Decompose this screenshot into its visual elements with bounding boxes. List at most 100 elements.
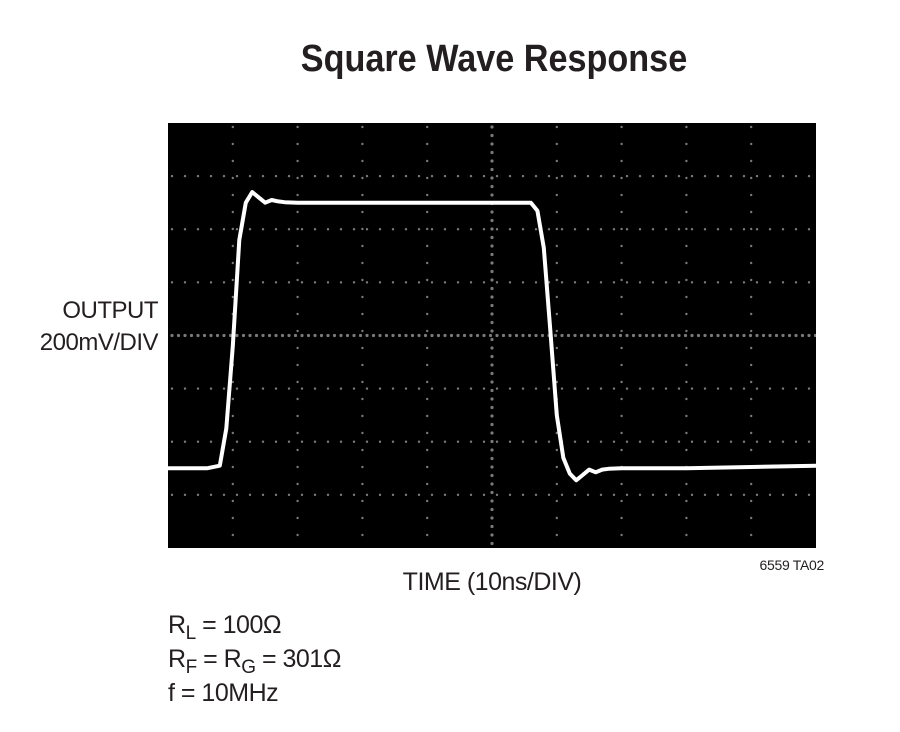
graticule-dot [490,337,494,342]
graticule-dot [248,174,252,178]
graticule-dot [490,193,494,197]
graticule-dot [651,228,655,231]
graticule-dot [209,174,213,178]
graticule-dot [555,465,558,469]
graticule-dot [690,333,694,338]
graticule-dot [235,387,239,390]
graticule-dot [794,228,798,231]
graticule-dot [296,244,299,248]
graticule-dot [560,174,564,178]
graticule-dot [404,493,408,497]
graticule-dot [296,312,299,316]
graticule-dot [196,387,200,390]
graticule-dot [352,228,356,231]
graticule-dot [231,516,234,520]
graticule-dot [235,440,239,443]
graticule-dot [685,176,688,180]
graticule-dot [794,493,798,497]
graticule-dot [555,193,558,197]
graticule-dot [417,333,421,338]
graticule-dot [750,261,753,265]
graticule-dot [625,333,629,338]
graticule-dot [426,261,429,265]
graticule-dot [555,244,558,248]
graticule-dot [508,387,512,390]
graticule-dot [296,261,299,265]
graticule-dot [490,133,494,138]
graticule-dot [209,228,213,231]
graticule-dot [326,387,330,390]
graticule-dot [716,228,720,231]
graticule-dot [313,281,317,284]
graticule-dot [685,431,688,435]
graticule-dot [508,333,512,338]
graticule-dot [183,333,187,338]
graticule-dot [750,499,753,503]
graticule-dot [573,387,577,390]
graticule-dot [625,440,629,443]
graticule-dot [296,533,299,537]
graticule-dot [750,516,753,520]
graticule-dot [469,387,473,390]
graticule-dot [456,387,460,390]
graticule-dot [296,329,299,333]
graticule-dot [293,333,298,338]
graticule-dot [296,465,299,469]
graticule-dot [750,397,753,401]
graticule-dot [750,380,753,384]
graticule-dot [296,380,299,384]
graticule-dot [296,295,299,299]
graticule-dot [490,303,494,308]
graticule-dot [488,333,493,338]
graticule-dot [365,333,369,338]
graticule-dot [599,493,603,497]
graticule-dot [332,333,337,338]
graticule-dot [638,174,642,178]
graticule-dot [664,493,668,497]
graticule-dot [560,493,564,497]
graticule-dot [599,333,603,338]
graticule-dot [490,363,494,367]
graticule-dot [742,333,746,338]
graticule-dot [404,281,408,284]
graticule-dot [490,397,494,401]
graticule-dot [231,125,234,129]
graticule-dot [495,174,499,178]
graticule-dot [807,387,811,390]
graticule-dot [685,210,688,214]
graticule-dot [620,346,623,350]
graticule-dot [287,281,291,284]
graticule-dot [231,176,234,180]
graticule-dot [235,228,239,231]
graticule-dot [391,387,395,390]
graticule-dot [547,440,551,443]
graticule-dot [456,174,460,178]
graticule-dot [426,193,429,197]
graticule-dot [287,174,291,178]
graticule-dot [573,174,577,178]
graticule-dot [176,333,181,338]
graticule-dot [231,295,234,299]
graticule-dot [391,493,395,497]
graticule-dot [426,414,429,418]
graticule-dot [677,228,681,231]
graticule-dot [599,440,603,443]
graticule-dot [781,174,785,178]
graticule-dot [625,228,629,231]
graticule-dot [521,281,525,284]
graticule-dot [456,281,460,284]
graticule-dot [287,493,291,497]
graticule-dot [599,387,603,390]
graticule-dot [296,431,299,435]
graticule-dot [495,228,499,231]
graticule-dot [495,387,499,390]
graticule-dot [426,516,429,520]
graticule-dot [495,333,499,338]
graticule-dot [215,333,220,338]
graticule-dot [685,516,688,520]
graticule-dot [555,159,558,163]
graticule-dot [685,499,688,503]
graticule-dot [750,448,753,452]
graticule-dot [361,244,364,248]
graticule-dot [417,174,421,178]
